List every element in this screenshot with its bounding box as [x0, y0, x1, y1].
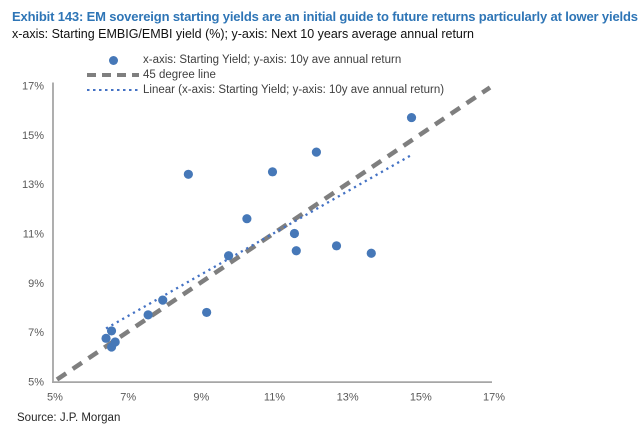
- scatter-point: [406, 112, 417, 123]
- scatter-point: [143, 310, 153, 320]
- y-tick-label: 17%: [22, 81, 44, 93]
- exhibit-title: Exhibit 143: EM sovereign starting yield…: [12, 9, 638, 24]
- x-tick-label: 7%: [120, 392, 136, 404]
- scatter-point: [110, 337, 120, 347]
- x-tick-label: 5%: [47, 392, 63, 404]
- scatter-point: [366, 248, 376, 258]
- x-tick-label: 9%: [193, 392, 209, 404]
- x-tick-label: 13%: [337, 392, 359, 404]
- scatter-point: [183, 169, 193, 179]
- legend-item-linear-fit: Linear (x-axis: Starting Yield; y-axis: …: [87, 84, 444, 96]
- linear-trend-line: [105, 153, 413, 330]
- exhibit-subtitle: x-axis: Starting EMBIG/EMBI yield (%); y…: [12, 27, 474, 41]
- dashed-line-icon: [87, 73, 139, 77]
- legend-label: x-axis: Starting Yield; y-axis: 10y ave …: [143, 54, 402, 66]
- y-tick-label: 13%: [22, 179, 44, 191]
- scatter-point: [202, 307, 212, 318]
- y-tick-label: 15%: [22, 130, 44, 142]
- x-tick-label: 11%: [264, 392, 285, 404]
- scatter-point: [267, 167, 278, 177]
- scatter-point: [224, 251, 234, 261]
- scatter-point: [289, 228, 300, 239]
- chart-legend: x-axis: Starting Yield; y-axis: 10y ave …: [87, 54, 444, 96]
- x-tick-label: 17%: [483, 392, 505, 404]
- legend-item-45-degree-line: 45 degree line: [87, 69, 444, 81]
- scatter-point: [101, 333, 111, 343]
- legend-item-scatter: x-axis: Starting Yield; y-axis: 10y ave …: [87, 54, 444, 66]
- source-note: Source: J.P. Morgan: [17, 412, 121, 424]
- scatter-point: [311, 147, 321, 157]
- scatter-point: [158, 295, 168, 305]
- y-tick-label: 5%: [28, 377, 44, 389]
- scatter-point: [106, 326, 117, 336]
- x-tick-label: 15%: [410, 392, 432, 404]
- scatter-dot-icon: [87, 55, 139, 65]
- scatter-point: [242, 214, 252, 224]
- y-tick-label: 11%: [23, 229, 44, 241]
- legend-label: 45 degree line: [143, 69, 216, 81]
- y-tick-label: 7%: [28, 327, 44, 339]
- dotted-line-icon: [87, 88, 139, 92]
- legend-label: Linear (x-axis: Starting Yield; y-axis: …: [143, 84, 445, 96]
- y-tick-label: 9%: [28, 278, 44, 290]
- scatter-point: [331, 241, 342, 251]
- scatter-point: [291, 246, 301, 256]
